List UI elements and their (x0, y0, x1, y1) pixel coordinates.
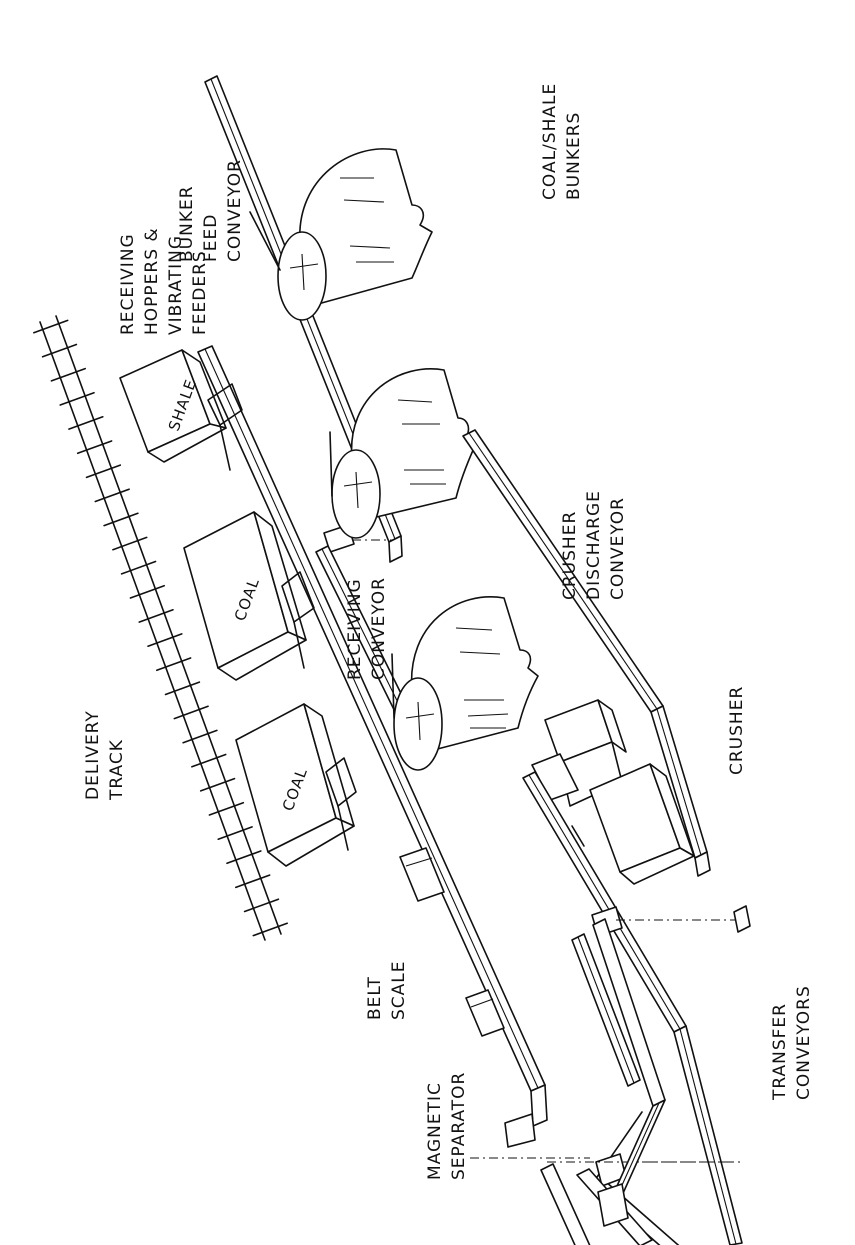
label-delivery-track-l1: DELIVERY (83, 710, 103, 800)
track-tie (68, 415, 104, 430)
track-tie (138, 608, 174, 623)
track-tie (147, 633, 183, 648)
crusher-discharge-conveyor (462, 429, 711, 877)
bunker-1 (249, 148, 433, 321)
label-magnetic-separator-l2: SEPARATOR (449, 1072, 469, 1180)
crusher (531, 699, 695, 885)
track-tie (235, 874, 271, 889)
label-receiving-hoppers-l1: RECEIVING (118, 233, 138, 335)
label-delivery-track: DELIVERY TRACK (83, 710, 127, 801)
track-tie (85, 464, 122, 479)
label-crusher-discharge-conveyor-l1: CRUSHER (560, 511, 580, 600)
track-tie (252, 922, 289, 937)
track-tie (164, 681, 201, 696)
label-belt-scale: BELT SCALE (365, 960, 409, 1020)
track-tie (173, 705, 209, 720)
track-tie (112, 536, 148, 551)
label-receiving-hoppers-l4: FEEDERS (190, 250, 210, 335)
belt-scale (399, 847, 445, 902)
label-magnetic-separator-l1: MAGNETIC (425, 1082, 445, 1180)
hopper-coal-2 (235, 703, 357, 867)
transfer-conveyor-lower (592, 918, 666, 1227)
label-bunker-feed-conveyor-l1: BUNKER (177, 185, 197, 262)
track-tie (94, 488, 130, 503)
bunker-2 (329, 368, 475, 539)
track-tie (208, 801, 245, 816)
label-bunker-feed-conveyor-l2: FEED (201, 214, 221, 262)
label-receiving-conveyor: RECEIVING CONVEYOR (345, 577, 389, 680)
track-tie (182, 729, 218, 744)
label-bunker-feed-conveyor: BUNKER FEED CONVEYOR (177, 159, 245, 262)
label-transfer-conveyors: TRANSFER CONVEYORS (770, 985, 814, 1101)
label-receiving-hoppers-l3: VIBRATING (166, 235, 186, 335)
track-tie (226, 850, 262, 865)
label-transfer-conveyors-l2: CONVEYORS (794, 985, 814, 1100)
magnetic-separator (465, 989, 505, 1037)
label-coal-shale-bunkers-l1: COAL/SHALE (540, 83, 560, 200)
track-tie (191, 753, 227, 768)
track-tie (199, 777, 236, 792)
label-crusher: CRUSHER (727, 686, 747, 775)
label-bunker-feed-conveyor-l3: CONVEYOR (225, 159, 245, 262)
delivery-track (32, 315, 289, 941)
label-delivery-track-l2: TRACK (107, 739, 127, 801)
label-magnetic-separator: MAGNETIC SEPARATOR (425, 1072, 469, 1180)
track-tie (243, 898, 280, 913)
label-crusher-l1: CRUSHER (727, 686, 747, 775)
track-ties (32, 319, 289, 937)
label-transfer-conveyors-l1: TRANSFER (770, 1003, 790, 1101)
label-receiving-conveyor-l1: RECEIVING (345, 578, 365, 680)
label-receiving-hoppers: RECEIVING HOPPERS & VIBRATING FEEDERS (118, 227, 210, 335)
label-crusher-discharge-conveyor-l3: CONVEYOR (608, 497, 628, 600)
track-tie (103, 512, 139, 527)
bunker-3 (391, 596, 539, 771)
label-receiving-hoppers-l2: HOPPERS & (142, 227, 162, 335)
receiving-conveyor (197, 345, 548, 1148)
track-tie (41, 343, 78, 358)
track-tie (156, 657, 192, 672)
label-crusher-discharge-conveyor: CRUSHER DISCHARGE CONVEYOR (560, 490, 628, 600)
label-coal-shale-bunkers: COAL/SHALE BUNKERS (540, 83, 584, 200)
track-tie (59, 391, 95, 406)
label-belt-scale-l2: SCALE (389, 960, 409, 1020)
transfer-conveyors (470, 771, 743, 1245)
hopper-coal-1 (183, 511, 315, 681)
track-tie (217, 826, 253, 841)
track-tie (32, 319, 69, 334)
track-tie (120, 560, 157, 575)
track-tie (129, 584, 165, 599)
label-belt-scale-l1: BELT (365, 976, 385, 1020)
track-tie (76, 440, 113, 455)
track-tie (50, 367, 86, 382)
hopper-shale (119, 349, 243, 471)
label-coal-shale-bunkers-l2: BUNKERS (564, 112, 584, 200)
label-receiving-conveyor-l2: CONVEYOR (369, 577, 389, 680)
label-crusher-discharge-conveyor-l2: DISCHARGE (584, 490, 604, 600)
